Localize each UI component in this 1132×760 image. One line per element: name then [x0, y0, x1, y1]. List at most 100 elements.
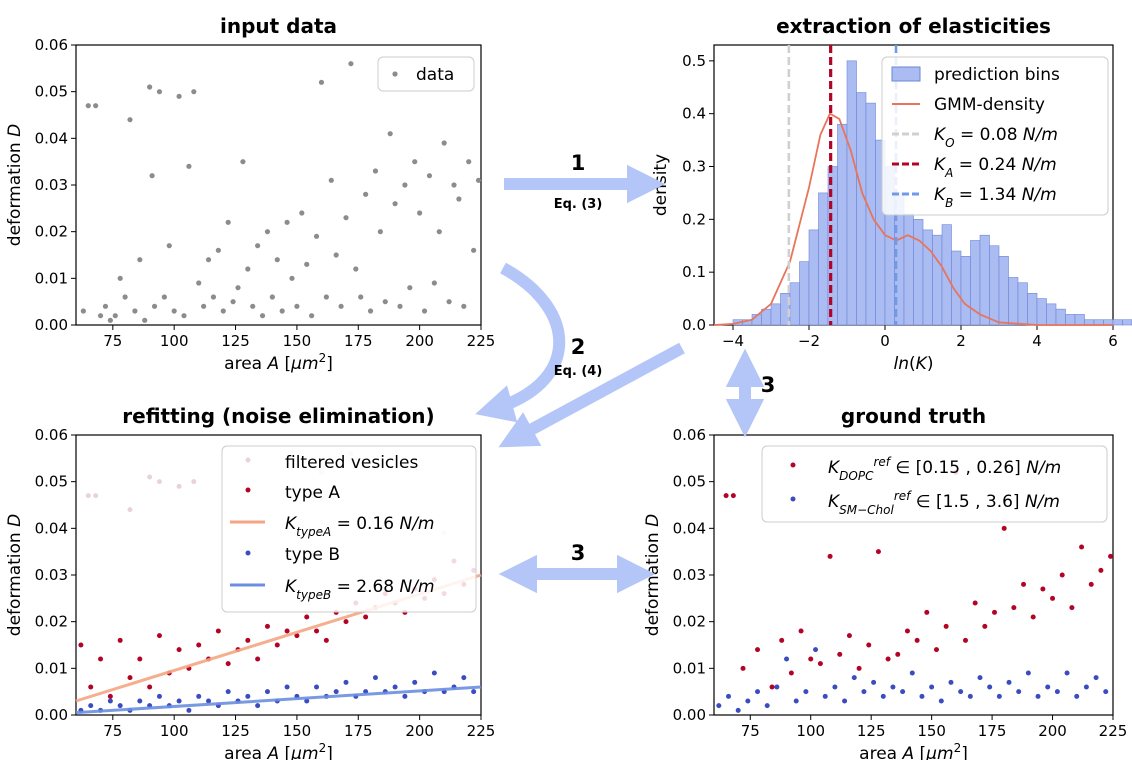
data-point [264, 229, 271, 235]
data-point [102, 303, 109, 309]
data-point [196, 280, 202, 286]
point-sm-chol [958, 689, 964, 695]
histogram-bar [1017, 282, 1028, 326]
point-sm-chol [716, 703, 722, 709]
point-dopc [779, 637, 785, 643]
legend-label-sm-chol: KSM−Cholref ∈ [1.5 , 3.6] N/m [828, 489, 1060, 517]
point-sm-chol [764, 703, 770, 709]
legend-label-bins: prediction bins [934, 65, 1060, 85]
data-point [220, 308, 226, 314]
point-sm-chol [1074, 693, 1080, 699]
y-tick-label: 0.04 [673, 519, 706, 537]
y-tick-label: 0.2 [682, 210, 706, 228]
point-type-B [431, 670, 437, 676]
x-tick-label: 100 [796, 722, 825, 740]
data-point [274, 257, 280, 263]
x-tick-label: 150 [283, 722, 312, 740]
point-dopc [1030, 614, 1036, 620]
data-point [426, 173, 433, 179]
point-type-A [255, 656, 261, 662]
point-dopc [962, 637, 968, 643]
histogram-bar [970, 240, 981, 326]
legend-marker-dopc [790, 462, 796, 468]
legend-marker-type-a [245, 487, 251, 493]
point-dopc [837, 651, 843, 657]
point-dopc [1088, 581, 1094, 587]
histogram-bar [998, 256, 1009, 326]
x-tick-label: 225 [467, 332, 496, 350]
point-type-B [471, 689, 477, 695]
point-type-B [284, 684, 290, 690]
data-point [191, 89, 197, 95]
y-tick-label: 0.06 [673, 426, 706, 444]
histogram-bar [837, 123, 848, 326]
point-sm-chol [755, 689, 761, 695]
histogram-bar [799, 261, 810, 326]
legend-label-fit-b: KtypeB = 2.68 N/m [285, 577, 435, 602]
point-type-B [176, 698, 182, 704]
data-point [171, 308, 177, 314]
point-dopc [769, 684, 775, 690]
legend-marker-sm-chol [790, 496, 796, 502]
data-point [353, 266, 359, 272]
point-type-B [245, 693, 251, 699]
data-point [328, 177, 334, 183]
point-dopc [1050, 595, 1056, 601]
point-type-B [304, 698, 310, 704]
point-sm-chol [1083, 684, 1089, 690]
point-dopc [827, 553, 833, 559]
histogram-bar [856, 92, 867, 326]
y-tick-label: 0.01 [673, 659, 706, 677]
data-point [181, 313, 187, 319]
data-point [205, 257, 212, 263]
x-tick-label: 200 [405, 332, 434, 350]
point-dopc [972, 600, 978, 606]
point-type-B [412, 679, 418, 685]
y-tick-label: 0.00 [35, 316, 68, 334]
data-point [338, 303, 344, 309]
data-point [363, 191, 369, 197]
point-type-B [206, 698, 212, 704]
histogram-bar [1065, 314, 1076, 326]
point-sm-chol [1064, 670, 1070, 676]
data-point [348, 61, 354, 67]
point-type-B [88, 703, 94, 709]
legend-label-data: data [416, 65, 454, 85]
histogram-bar [770, 303, 781, 326]
step-2-equation: Eq. (4) [554, 364, 603, 379]
step-1-label: 1 [571, 151, 586, 175]
point-dopc [982, 623, 988, 629]
fit-line-type-b [75, 685, 482, 715]
x-tick-label: 100 [160, 332, 189, 350]
point-type-B [333, 689, 339, 695]
legend-marker-data [392, 71, 398, 77]
y-tick-label: 0.5 [682, 52, 706, 70]
data-point [142, 317, 148, 323]
x-axis-label: area A [μm2] [224, 351, 333, 374]
point-type-A [215, 628, 221, 634]
point-type-A [196, 642, 202, 648]
point-type-B [117, 703, 123, 709]
point-dopc [924, 609, 930, 615]
point-sm-chol [938, 698, 944, 704]
data-point [392, 201, 398, 207]
data-point [230, 299, 236, 305]
legend-label-gmm: GMM-density [934, 95, 1045, 115]
point-dopc [904, 628, 910, 634]
arrow-step-2-diagonal [498, 342, 685, 448]
histogram-bar [1027, 293, 1038, 326]
y-tick-label: 0.04 [35, 129, 68, 147]
x-tick-label: 6 [1108, 332, 1118, 350]
data-point [461, 303, 467, 309]
x-tick-label: 2 [956, 332, 966, 350]
point-sm-chol [774, 684, 780, 690]
histogram-bar [818, 192, 829, 326]
y-tick-label: 0.00 [673, 706, 706, 724]
y-tick-label: 0.06 [35, 36, 68, 54]
y-tick-label: 0.02 [673, 613, 706, 631]
data-point [250, 303, 256, 309]
panel-extraction-of-elasticities: −4 −2 0 2 4 6 0.0 0.1 0.2 0.3 0.4 0.5 extraction of … [651, 14, 1132, 374]
data-point [343, 215, 349, 221]
point-type-A [137, 656, 143, 662]
